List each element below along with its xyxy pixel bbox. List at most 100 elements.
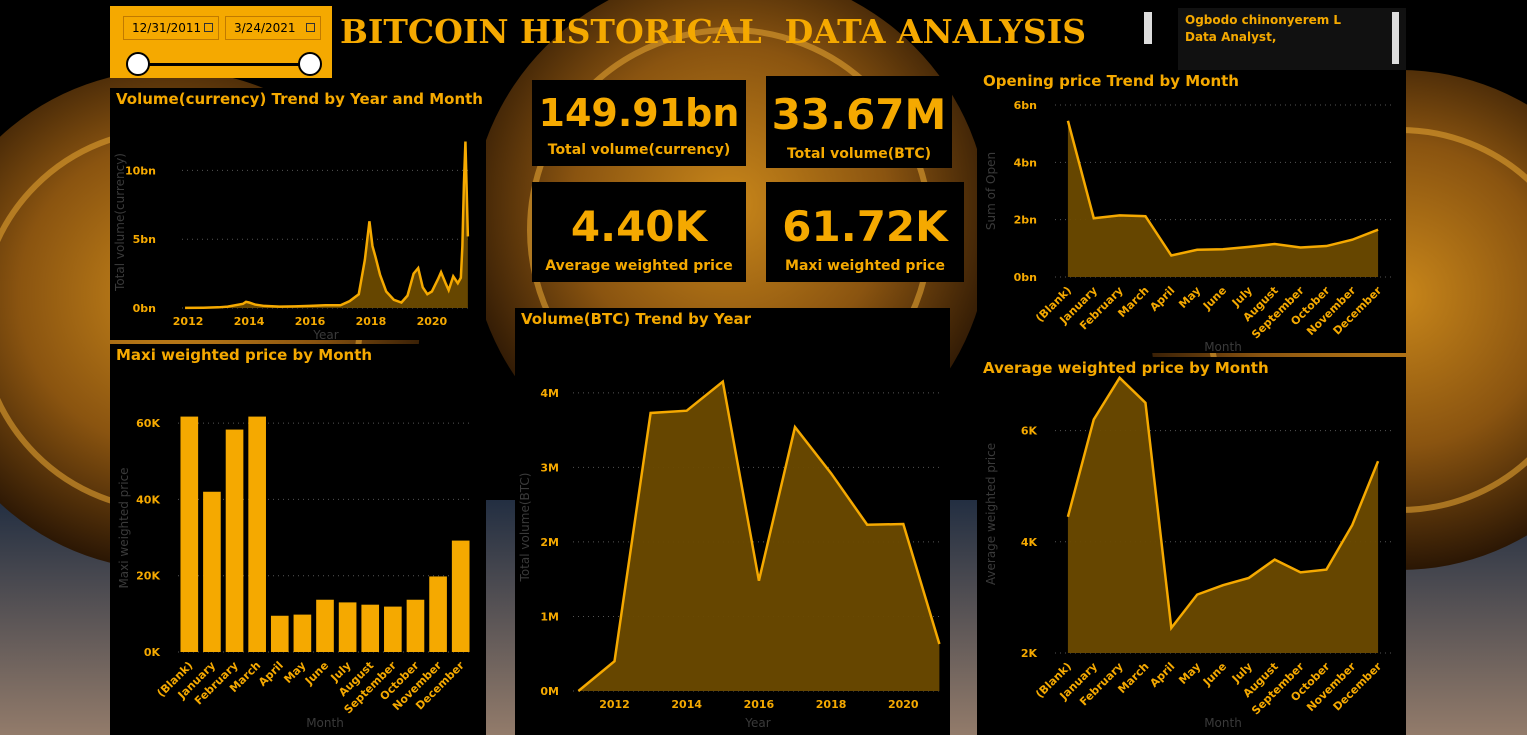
y-axis-title: Maxi weighted price	[117, 467, 131, 588]
x-axis-title: Month	[1204, 716, 1242, 730]
x-tick-label: 2012	[599, 698, 630, 711]
x-tick-label: June	[302, 659, 331, 688]
x-tick-label: June	[1200, 284, 1229, 313]
bar	[225, 429, 244, 652]
start-date-value: 12/31/2011	[132, 21, 202, 35]
calendar-icon[interactable]	[204, 23, 213, 32]
y-tick-label: 20K	[136, 570, 160, 583]
x-tick-label: April	[256, 659, 286, 689]
y-tick-label: 4bn	[1014, 156, 1037, 169]
date-slicer: 12/31/2011 3/24/2021	[110, 6, 332, 78]
kpi-label: Total volume(BTC)	[786, 146, 931, 162]
y-tick-label: 2K	[1021, 647, 1038, 660]
kpi-average-weighted-price: 4.40K Average weighted price	[532, 182, 746, 282]
y-axis-title: Average weighted price	[984, 443, 998, 585]
bar	[406, 599, 425, 652]
end-date-field[interactable]: 3/24/2021	[225, 16, 321, 40]
x-tick-label: 2016	[744, 698, 775, 711]
x-axis-title: Year	[744, 716, 770, 730]
series-line	[1066, 120, 1379, 257]
x-tick-label: May	[1176, 660, 1203, 687]
series-line	[1066, 375, 1380, 632]
title-scrollbar[interactable]	[1144, 12, 1152, 44]
kpi-total-volume-currency: 149.91bn Total volume(currency)	[532, 80, 746, 166]
bar	[338, 602, 357, 652]
chart-panel-volume-btc: Volume(BTC) Trend by Year 0M 1M 2M 3M 4M Year…	[515, 308, 950, 735]
x-tick-label: 2018	[816, 698, 847, 711]
x-tick-label: 2014	[234, 315, 265, 328]
kpi-total-volume-btc: 33.67M Total volume(BTC)	[766, 76, 952, 168]
x-axis-title: Month	[1204, 340, 1242, 353]
kpi-label: Maxi weighted price	[785, 258, 945, 274]
chart-title: Average weighted price by Month	[983, 359, 1269, 377]
kpi-label: Average weighted price	[545, 258, 733, 274]
y-axis-title: Sum of Open	[984, 152, 998, 230]
bar	[384, 606, 402, 652]
x-tick-label: June	[1200, 660, 1229, 689]
x-tick-label: April	[1147, 284, 1177, 314]
bar	[248, 416, 266, 652]
bar	[451, 540, 470, 652]
x-tick-label: May	[1176, 284, 1203, 311]
kpi-label: Total volume(currency)	[547, 142, 731, 158]
x-tick-label: April	[1147, 660, 1177, 690]
y-tick-label: 1M	[540, 610, 559, 623]
area-fill	[1067, 120, 1379, 277]
chart-title: Volume(currency) Trend by Year and Month	[116, 90, 483, 108]
y-tick-label: 2bn	[1014, 214, 1037, 227]
x-tick-label: 2016	[295, 315, 326, 328]
area-fill	[185, 141, 468, 308]
chart-title: Volume(BTC) Trend by Year	[521, 310, 752, 328]
bar	[316, 599, 334, 652]
y-tick-label: 60K	[136, 417, 160, 430]
y-tick-label: 0K	[144, 646, 161, 659]
y-tick-label: 5bn	[133, 233, 156, 246]
chart-panel-average-price: Average weighted price by Month 2K 4K 6K Mo…	[977, 357, 1406, 735]
bar	[429, 576, 447, 652]
chart-panel-volume-currency: Volume(currency) Trend by Year and Month…	[110, 88, 486, 340]
y-tick-label: 0bn	[133, 302, 156, 315]
chart-panel-opening-price: Opening price Trend by Month 0bn 2bn 4bn 6b…	[977, 70, 1406, 353]
start-date-field[interactable]: 12/31/2011	[123, 16, 219, 40]
range-end-handle[interactable]	[298, 52, 322, 76]
kpi-value: 149.91bn	[538, 91, 740, 135]
y-tick-label: 6K	[1021, 425, 1038, 438]
date-range-track[interactable]	[138, 63, 310, 66]
bar	[270, 615, 289, 652]
chart-panel-maxi-price: Maxi weighted price by Month 0K 20K 40K 60K…	[110, 344, 486, 735]
kpi-value: 33.67M	[771, 90, 947, 139]
x-tick-label: 2012	[173, 315, 204, 328]
y-tick-label: 0bn	[1014, 271, 1037, 284]
kpi-maxi-weighted-price: 61.72K Maxi weighted price	[766, 182, 964, 282]
x-tick-label: 2020	[417, 315, 448, 328]
bar	[180, 416, 199, 652]
chart-volume-currency: 0bn 5bn 10bn Year Total volume(currency) 2012…	[113, 141, 470, 340]
author-name: Ogbodo chinonyerem L	[1185, 13, 1342, 27]
bar	[203, 491, 221, 652]
author-role: Data Analyst,	[1185, 30, 1277, 44]
bar	[293, 614, 312, 652]
x-tick-label: 2020	[888, 698, 919, 711]
y-tick-label: 2M	[540, 536, 559, 549]
y-tick-label: 10bn	[125, 164, 156, 177]
range-start-handle[interactable]	[126, 52, 150, 76]
y-tick-label: 0M	[540, 685, 559, 698]
author-scrollbar[interactable]	[1392, 12, 1399, 64]
x-axis-title: Month	[306, 716, 344, 730]
dashboard-title: BITCOIN HISTORICAL DATA ANALYSIS	[340, 12, 1087, 51]
y-tick-label: 4M	[540, 387, 559, 400]
y-axis-title: Total volume(BTC)	[518, 473, 532, 583]
y-tick-label: 40K	[136, 493, 160, 506]
series-line	[577, 379, 941, 692]
chart-title: Maxi weighted price by Month	[116, 346, 373, 364]
area-fill	[1067, 377, 1379, 653]
y-tick-label: 4K	[1021, 536, 1038, 549]
x-axis-title: Year	[312, 328, 338, 340]
x-tick-label: 2014	[671, 698, 702, 711]
calendar-icon[interactable]	[306, 23, 315, 32]
x-tick-label: May	[281, 659, 308, 686]
bar	[361, 604, 380, 652]
series-line	[185, 141, 470, 310]
